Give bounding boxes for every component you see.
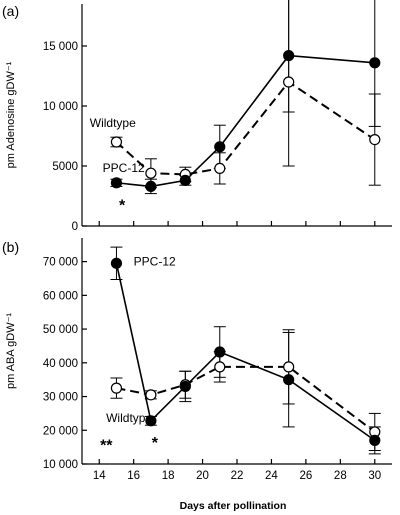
x-tick-label: 28 <box>334 470 347 482</box>
series-line-ppc-12 <box>115 263 376 442</box>
x-tick-label: 18 <box>162 470 175 482</box>
x-tick-label: 20 <box>196 470 209 482</box>
series-line-ppc-12 <box>116 54 375 188</box>
x-tick-label: 26 <box>299 470 312 482</box>
data-point-wildtype <box>110 382 123 394</box>
panel-label: (b) <box>2 239 19 255</box>
y-tick-label: 20 000 <box>43 425 78 437</box>
series-line-wildtype <box>115 80 376 176</box>
significance-marker: * <box>152 435 159 452</box>
x-axis-label: Days after pollination <box>180 500 287 512</box>
y-tick-label: 60 000 <box>43 290 78 302</box>
data-point-ppc-12 <box>369 434 381 446</box>
data-point-wildtype <box>110 136 123 148</box>
series-annotation: Wildtype <box>106 411 152 425</box>
y-tick-label: 15 000 <box>43 41 78 53</box>
data-point-wildtype <box>283 361 295 373</box>
series-annotation: PPC-12 <box>134 255 176 269</box>
x-tick-label: 24 <box>265 470 278 482</box>
data-point-ppc-12 <box>283 374 295 386</box>
series-annotation: Wildtype <box>90 116 136 130</box>
data-point-ppc-12 <box>145 180 157 192</box>
x-tick-label: 14 <box>93 470 106 482</box>
y-axis-label: pm ABA gDW⁻¹ <box>5 313 17 389</box>
y-tick-label: 10 000 <box>43 101 78 113</box>
significance-marker: ** <box>100 438 113 455</box>
x-tick-label: 16 <box>127 470 140 482</box>
data-point-ppc-12 <box>110 257 123 269</box>
data-point-wildtype <box>145 167 157 179</box>
y-tick-label: 50 000 <box>43 324 78 336</box>
data-point-ppc-12 <box>179 174 191 186</box>
data-point-wildtype <box>283 76 295 88</box>
y-tick-label: 0 <box>72 221 78 233</box>
data-point-ppc-12 <box>110 177 123 189</box>
y-tick-label: 70 000 <box>43 257 78 269</box>
panel-b: 10 000 20 000 30 000 40 000 50 000 60 000 70 0… <box>2 238 392 512</box>
data-point-ppc-12 <box>179 380 191 393</box>
data-point-wildtype <box>145 389 157 401</box>
panel-label: (a) <box>2 3 19 19</box>
data-point-ppc-12 <box>214 141 226 153</box>
data-point-ppc-12 <box>145 415 157 427</box>
data-point-wildtype <box>214 162 226 174</box>
y-tick-label: 5000 <box>52 161 78 173</box>
y-tick-label: 40 000 <box>43 358 78 370</box>
significance-marker: * <box>119 197 126 214</box>
y-tick-label: 30 000 <box>43 392 78 404</box>
data-point-ppc-12 <box>214 346 226 358</box>
data-point-wildtype <box>369 134 381 146</box>
panel-a: 0 5000 10 000 15 000 (a) pm Adenosine gDW⁻¹ Wi… <box>2 0 392 233</box>
series-annotation: PPC-12 <box>103 161 145 175</box>
x-tick-label: 30 <box>368 470 381 482</box>
data-point-ppc-12 <box>369 57 381 69</box>
y-axis-label: pm Adenosine gDW⁻¹ <box>5 61 17 168</box>
y-tick-label: 10 000 <box>43 459 78 471</box>
data-point-wildtype <box>214 361 226 373</box>
data-point-ppc-12 <box>283 49 295 62</box>
x-tick-label: 22 <box>231 470 244 482</box>
